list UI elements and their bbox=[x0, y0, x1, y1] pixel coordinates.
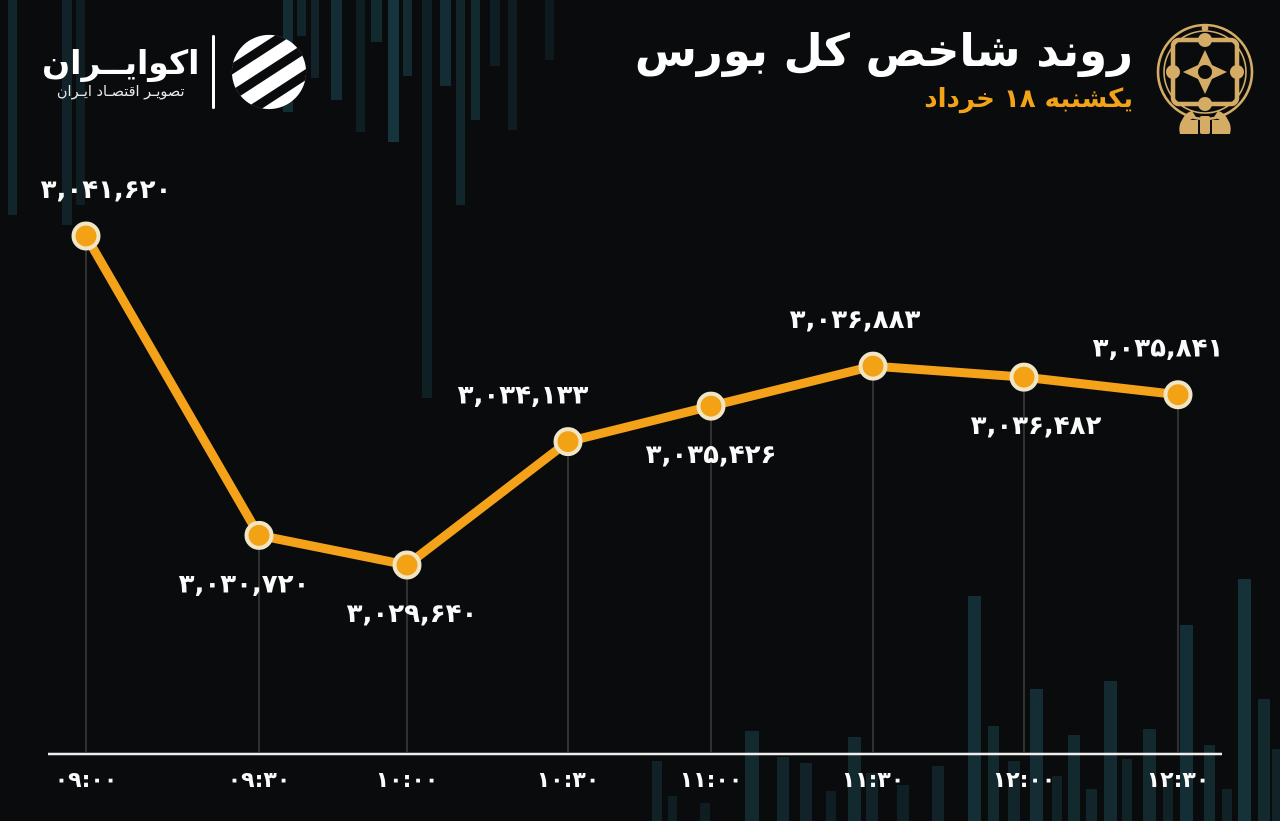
background-bar bbox=[1122, 759, 1132, 821]
background-bar bbox=[1180, 625, 1193, 821]
background-bar bbox=[652, 761, 662, 821]
data-point-marker bbox=[71, 221, 101, 251]
background-bar bbox=[932, 766, 944, 821]
page-title: روند شاخص کل بورس bbox=[634, 24, 1133, 77]
background-bar bbox=[1104, 681, 1117, 821]
brand-name: اکوایــران bbox=[42, 43, 200, 83]
background-bar bbox=[371, 0, 382, 42]
tehran-stock-exchange-emblem-icon bbox=[1156, 23, 1254, 134]
background-bar bbox=[988, 726, 999, 821]
x-axis-tick-label: ۱۰:۰۰ bbox=[376, 768, 439, 793]
background-bar bbox=[777, 757, 789, 821]
data-point-value-label: ۳,۰۳۶,۸۸۳ bbox=[790, 305, 921, 335]
data-point-value-label: ۳,۰۲۹,۶۴۰ bbox=[347, 599, 478, 629]
background-bar bbox=[700, 803, 710, 821]
data-point-marker bbox=[244, 520, 274, 550]
background-bar bbox=[1222, 789, 1232, 821]
background-bar bbox=[800, 763, 812, 821]
background-bar bbox=[403, 0, 412, 76]
background-bar bbox=[440, 0, 451, 86]
background-bar bbox=[866, 773, 878, 821]
brand-divider bbox=[212, 35, 216, 109]
index-trend-line bbox=[81, 231, 1183, 570]
background-bar bbox=[490, 0, 500, 66]
background-bar bbox=[1143, 729, 1156, 821]
data-point-value-label: ۳,۰۳۰,۷۲۰ bbox=[179, 569, 310, 599]
background-bar bbox=[1272, 749, 1280, 821]
x-axis-tick-label: ۰۹:۰۰ bbox=[55, 768, 118, 793]
chart-header: روند شاخص کل بورس یکشنبه ۱۸ خرداد bbox=[635, 24, 1133, 114]
data-point-value-label: ۳,۰۳۵,۸۴۱ bbox=[1093, 334, 1224, 364]
background-bar bbox=[8, 0, 17, 215]
data-point-marker bbox=[696, 391, 726, 421]
data-point-value-label: ۳,۰۳۴,۱۳۳ bbox=[458, 381, 589, 411]
background-bar bbox=[1238, 579, 1251, 821]
background-bar bbox=[422, 0, 432, 398]
x-axis-tick-label: ۱۲:۳۰ bbox=[1147, 768, 1210, 793]
ecoiran-brand-block: اکوایــران تصویـر اقتصـاد ایـران bbox=[42, 28, 310, 116]
background-bar bbox=[1086, 789, 1097, 821]
background-bar bbox=[456, 0, 465, 205]
background-bar bbox=[297, 0, 306, 36]
background-bar bbox=[968, 596, 981, 821]
data-point-marker bbox=[553, 427, 583, 457]
data-point-marker bbox=[1163, 380, 1193, 410]
background-bar bbox=[545, 0, 554, 60]
x-axis-tick-label: ۱۱:۰۰ bbox=[680, 768, 743, 793]
background-bar bbox=[471, 0, 480, 120]
date-subtitle: یکشنبه ۱۸ خرداد bbox=[924, 84, 1133, 114]
background-bar bbox=[1258, 699, 1270, 821]
data-point-value-label: ۳,۰۴۱,۶۲۰ bbox=[41, 175, 172, 205]
background-bar bbox=[62, 0, 72, 225]
brand-text-block: اکوایــران تصویـر اقتصـاد ایـران bbox=[42, 44, 199, 100]
data-point-marker bbox=[858, 351, 888, 381]
background-bar bbox=[1008, 761, 1020, 821]
data-point-marker bbox=[1009, 362, 1039, 392]
x-axis-tick-label: ۰۹:۳۰ bbox=[228, 768, 291, 793]
background-bar bbox=[668, 796, 677, 821]
background-bar bbox=[388, 0, 399, 142]
background-bar bbox=[311, 0, 319, 78]
data-point-value-label: ۳,۰۳۵,۴۲۶ bbox=[646, 440, 777, 470]
data-point-value-label: ۳,۰۳۶,۴۸۲ bbox=[971, 411, 1102, 441]
background-bar bbox=[356, 0, 365, 132]
background-bar bbox=[331, 0, 342, 100]
data-point-marker bbox=[392, 550, 422, 580]
x-axis-tick-label: ۱۱:۳۰ bbox=[842, 768, 905, 793]
background-bar bbox=[897, 785, 909, 821]
background-bar bbox=[826, 791, 836, 821]
x-axis-tick-label: ۱۲:۰۰ bbox=[993, 768, 1056, 793]
background-bar bbox=[1163, 775, 1173, 821]
x-axis-tick-label: ۱۰:۳۰ bbox=[537, 768, 600, 793]
ecoiran-circle-logo-icon bbox=[232, 34, 307, 110]
brand-tagline: تصویـر اقتصـاد ایـران bbox=[56, 83, 185, 100]
background-bar bbox=[508, 0, 517, 130]
background-bar bbox=[848, 737, 861, 821]
background-bar bbox=[1052, 776, 1062, 821]
background-bar bbox=[1068, 735, 1080, 821]
background-bar bbox=[1204, 745, 1215, 821]
background-bar bbox=[76, 0, 85, 205]
